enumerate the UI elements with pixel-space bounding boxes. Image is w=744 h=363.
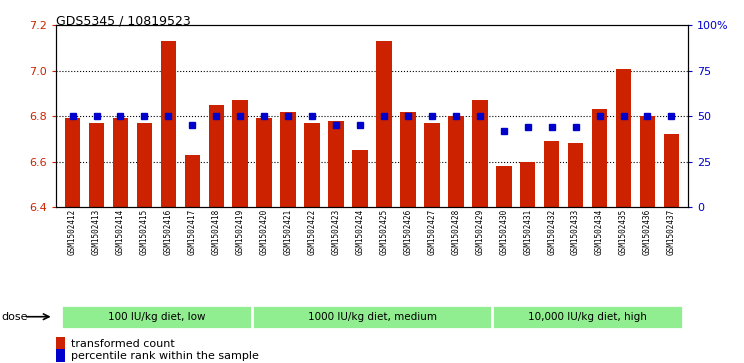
- Bar: [352, 150, 368, 207]
- Text: GSM1502421: GSM1502421: [283, 209, 292, 255]
- Text: GSM1502415: GSM1502415: [140, 209, 149, 255]
- Bar: [448, 116, 464, 207]
- Bar: [520, 162, 536, 207]
- Text: GSM1502416: GSM1502416: [164, 209, 173, 255]
- Text: GSM1502430: GSM1502430: [499, 209, 508, 255]
- Text: GSM1502433: GSM1502433: [571, 209, 580, 255]
- Bar: [664, 134, 679, 207]
- Text: GSM1502417: GSM1502417: [187, 209, 197, 255]
- Bar: [137, 123, 153, 207]
- Bar: [252, 305, 492, 329]
- Text: GSM1502432: GSM1502432: [547, 209, 557, 255]
- Bar: [492, 305, 684, 329]
- Bar: [65, 118, 80, 207]
- Text: GSM1502423: GSM1502423: [332, 209, 341, 255]
- Text: GSM1502413: GSM1502413: [92, 209, 101, 255]
- Text: GSM1502435: GSM1502435: [619, 209, 628, 255]
- Text: GSM1502425: GSM1502425: [379, 209, 388, 255]
- Text: 1000 IU/kg diet, medium: 1000 IU/kg diet, medium: [307, 312, 437, 322]
- Text: percentile rank within the sample: percentile rank within the sample: [71, 351, 259, 361]
- Bar: [591, 109, 607, 207]
- Bar: [424, 123, 440, 207]
- Text: GSM1502436: GSM1502436: [643, 209, 652, 255]
- Bar: [376, 41, 392, 207]
- Text: GSM1502420: GSM1502420: [260, 209, 269, 255]
- Text: GSM1502424: GSM1502424: [356, 209, 365, 255]
- Bar: [472, 100, 487, 207]
- Text: GSM1502426: GSM1502426: [403, 209, 412, 255]
- Bar: [89, 123, 104, 207]
- Text: GSM1502414: GSM1502414: [116, 209, 125, 255]
- Text: GDS5345 / 10819523: GDS5345 / 10819523: [56, 15, 190, 28]
- Bar: [280, 111, 296, 207]
- Text: 10,000 IU/kg diet, high: 10,000 IU/kg diet, high: [528, 312, 647, 322]
- Bar: [568, 143, 583, 207]
- Bar: [161, 41, 176, 207]
- Text: GSM1502412: GSM1502412: [68, 209, 77, 255]
- Bar: [208, 105, 224, 207]
- Text: GSM1502418: GSM1502418: [212, 209, 221, 255]
- Bar: [60, 305, 252, 329]
- Bar: [400, 111, 416, 207]
- Bar: [616, 69, 632, 207]
- Text: GSM1502427: GSM1502427: [427, 209, 437, 255]
- Bar: [232, 100, 248, 207]
- Bar: [640, 116, 655, 207]
- Text: GSM1502434: GSM1502434: [595, 209, 604, 255]
- Text: GSM1502422: GSM1502422: [307, 209, 317, 255]
- Text: 100 IU/kg diet, low: 100 IU/kg diet, low: [108, 312, 205, 322]
- Text: GSM1502428: GSM1502428: [452, 209, 461, 255]
- Bar: [304, 123, 320, 207]
- Text: transformed count: transformed count: [71, 339, 174, 349]
- Text: GSM1502437: GSM1502437: [667, 209, 676, 255]
- Bar: [328, 121, 344, 207]
- Bar: [257, 118, 272, 207]
- Bar: [112, 118, 128, 207]
- Text: GSM1502419: GSM1502419: [236, 209, 245, 255]
- Text: GSM1502431: GSM1502431: [523, 209, 532, 255]
- Text: dose: dose: [1, 312, 28, 322]
- Bar: [185, 155, 200, 207]
- Bar: [544, 141, 559, 207]
- Bar: [496, 166, 512, 207]
- Text: GSM1502429: GSM1502429: [475, 209, 484, 255]
